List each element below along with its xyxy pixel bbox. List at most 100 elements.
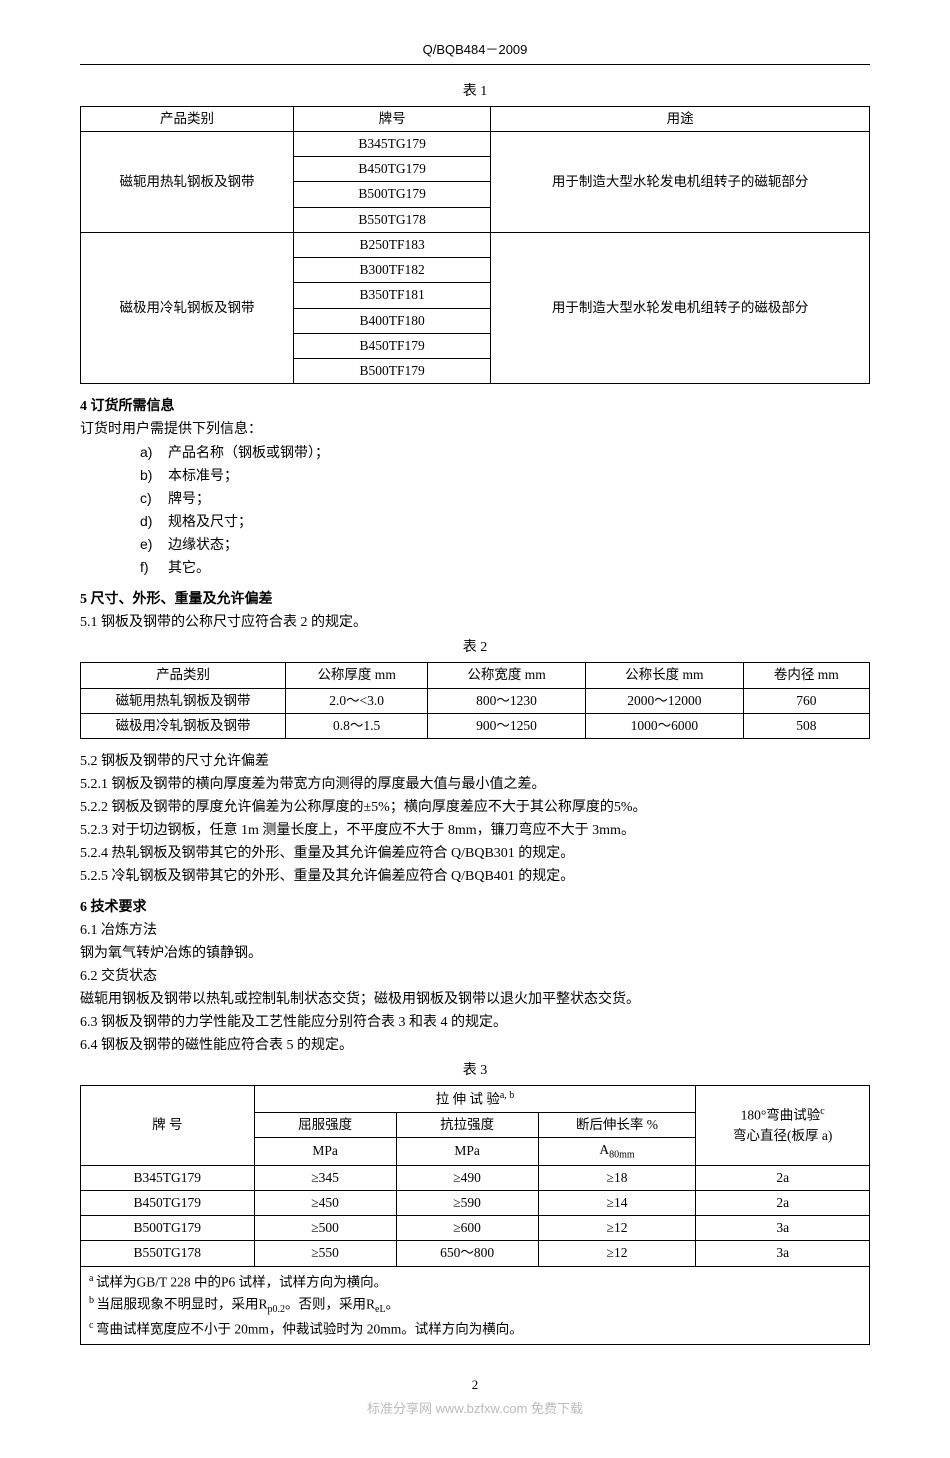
sec6-p63: 6.3 钢板及钢带的力学性能及工艺性能应分别符合表 3 和表 4 的规定。 (80, 1012, 870, 1033)
t3-nc: 弯曲试样宽度应不小于 20mm，仲裁试验时为 20mm。试样方向为横向。 (96, 1321, 523, 1336)
t3-h-tgroup-sup: a, b (500, 1090, 514, 1101)
t1-cat0: 磁轭用热轧钢板及钢带 (81, 131, 294, 232)
t3-h-a80-sub: 80mm (609, 1150, 635, 1161)
t3-h-tgroup: 拉 伸 试 验a, b (254, 1086, 696, 1113)
t3-r0c0: B345TG179 (81, 1165, 255, 1190)
sec4-list: a)产品名称（钢板或钢带）； b)本标准号； c)牌号； d)规格及尺寸； e)… (80, 442, 870, 579)
t1-use0: 用于制造大型水轮发电机组转子的磁轭部分 (491, 131, 870, 232)
sec4-item-f: f)其它。 (140, 557, 870, 579)
sec52-p522: 5.2.2 钢板及钢带的厚度允许偏差为公称厚度的±5%；横向厚度差应不大于其公称… (80, 797, 870, 818)
t1-g11: B300TF182 (294, 258, 491, 283)
t2-r1c3: 1000～6000 (585, 713, 743, 738)
t3-r1c3: ≥14 (538, 1190, 696, 1215)
t3-r2c4: 3a (696, 1216, 870, 1241)
t2-r1c0: 磁极用冷轧钢板及钢带 (81, 713, 286, 738)
t-d: 规格及尺寸； (168, 515, 252, 530)
t1-g02: B500TG179 (294, 182, 491, 207)
t1-h1: 牌号 (294, 106, 491, 131)
m-d: d) (140, 511, 168, 532)
table1-caption: 表 1 (80, 81, 870, 102)
t2-h3: 公称长度 mm (585, 663, 743, 688)
t1-cat1: 磁极用冷轧钢板及钢带 (81, 232, 294, 384)
t2-h0: 产品类别 (81, 663, 286, 688)
sec6-p62: 6.2 交货状态 (80, 966, 870, 987)
t3-r3c1: ≥550 (254, 1241, 396, 1266)
sec5-p51: 5.1 钢板及钢带的公称尺寸应符合表 2 的规定。 (80, 612, 870, 633)
sec52-p524: 5.2.4 热轧钢板及钢带其它的外形、重量及其允许偏差应符合 Q/BQB301 … (80, 843, 870, 864)
t3-h-mpa2: MPa (396, 1138, 538, 1166)
m-b: b) (140, 465, 168, 486)
t3-h-bend2: 弯心直径(板厚 a) (733, 1128, 832, 1143)
t3-h-tensile: 抗拉强度 (396, 1112, 538, 1137)
sec4-item-b: b)本标准号； (140, 465, 870, 487)
t2-h1: 公称厚度 mm (286, 663, 428, 688)
t3-h-a80: A80mm (538, 1138, 696, 1166)
t3-r1c4: 2a (696, 1190, 870, 1215)
t1-g13: B400TF180 (294, 308, 491, 333)
sec52-p52: 5.2 钢板及钢带的尺寸允许偏差 (80, 751, 870, 772)
t3-h-grade: 牌 号 (81, 1086, 255, 1166)
t3-nc-pre: c (89, 1320, 96, 1331)
sec52-p523: 5.2.3 对于切边钢板，任意 1m 测量长度上，不平度应不大于 8mm，镰刀弯… (80, 820, 870, 841)
table2-caption: 表 2 (80, 637, 870, 658)
t3-h-a80-a: A (599, 1142, 609, 1157)
t3-nb: 当屈服现象不明显时，采用R (97, 1296, 268, 1311)
sec4-intro: 订货时用户需提供下列信息： (80, 419, 870, 440)
t3-nb-end: 。 (386, 1296, 400, 1311)
footer-share: 标准分享网 www.bzfxw.com 免费下载 (80, 1399, 870, 1419)
sec6-p61b: 钢为氧气转炉冶炼的镇静钢。 (80, 943, 870, 964)
t3-nb-pre: b (89, 1295, 97, 1306)
t3-na: 试样为GB/T 228 中的P6 试样，试样方向为横向。 (96, 1274, 387, 1289)
t-a: 产品名称（钢板或钢带）； (168, 446, 329, 461)
m-a: a) (140, 442, 168, 463)
table3: 牌 号 拉 伸 试 验a, b 180°弯曲试验c弯心直径(板厚 a) 屈服强度… (80, 1085, 870, 1345)
t3-r2c3: ≥12 (538, 1216, 696, 1241)
t3-r3c2: 650～800 (396, 1241, 538, 1266)
t3-r2c1: ≥500 (254, 1216, 396, 1241)
t2-r0c4: 760 (743, 688, 869, 713)
t-b: 本标准号； (168, 469, 238, 484)
t1-h0: 产品类别 (81, 106, 294, 131)
t3-h-bend-sup: c (820, 1106, 824, 1117)
t3-h-bend-t: 180°弯曲试验 (741, 1108, 821, 1123)
t3-nb-mid: 。否则，采用R (285, 1296, 375, 1311)
sec4-item-d: d)规格及尺寸； (140, 511, 870, 533)
t3-r3c4: 3a (696, 1241, 870, 1266)
t3-r1c1: ≥450 (254, 1190, 396, 1215)
t3-h-bend: 180°弯曲试验c 弯心直径(板厚 a) (696, 1086, 870, 1166)
sec52-p525: 5.2.5 冷轧钢板及钢带其它的外形、重量及其允许偏差应符合 Q/BQB401 … (80, 866, 870, 887)
t1-g12: B350TF181 (294, 283, 491, 308)
table3-caption: 表 3 (80, 1060, 870, 1081)
t3-nb-s2: eL (375, 1304, 386, 1315)
t-f: 其它。 (168, 561, 210, 576)
sec5-title: 5 尺寸、外形、重量及允许偏差 (80, 589, 870, 610)
table1: 产品类别 牌号 用途 磁轭用热轧钢板及钢带 B345TG179 用于制造大型水轮… (80, 106, 870, 385)
sec4-item-e: e)边缘状态； (140, 534, 870, 556)
t2-h4: 卷内径 mm (743, 663, 869, 688)
t-e: 边缘状态； (168, 538, 238, 553)
t-c: 牌号； (168, 492, 210, 507)
t3-r3c0: B550TG178 (81, 1241, 255, 1266)
t2-r0c1: 2.0～<3.0 (286, 688, 428, 713)
t3-h-mpa1: MPa (254, 1138, 396, 1166)
t1-h2: 用途 (491, 106, 870, 131)
m-f: f) (140, 557, 168, 578)
t3-notes: a 试样为GB/T 228 中的P6 试样，试样方向为横向。 b 当屈服现象不明… (81, 1266, 870, 1344)
t3-r0c1: ≥345 (254, 1165, 396, 1190)
t3-h-tgroup-t: 拉 伸 试 验 (436, 1092, 500, 1107)
t3-r0c4: 2a (696, 1165, 870, 1190)
t3-r1c2: ≥590 (396, 1190, 538, 1215)
t2-r0c3: 2000～12000 (585, 688, 743, 713)
sec4-item-c: c)牌号； (140, 488, 870, 510)
t2-h2: 公称宽度 mm (428, 663, 586, 688)
t3-r3c3: ≥12 (538, 1241, 696, 1266)
t2-r1c1: 0.8～1.5 (286, 713, 428, 738)
t3-h-elong: 断后伸长率 % (538, 1112, 696, 1137)
t3-r0c2: ≥490 (396, 1165, 538, 1190)
t1-g14: B450TF179 (294, 333, 491, 358)
sec4-item-a: a)产品名称（钢板或钢带）； (140, 442, 870, 464)
t3-nb-s1: p0.2 (268, 1304, 286, 1315)
t3-r1c0: B450TG179 (81, 1190, 255, 1215)
table2: 产品类别 公称厚度 mm 公称宽度 mm 公称长度 mm 卷内径 mm 磁轭用热… (80, 662, 870, 739)
t1-g15: B500TF179 (294, 359, 491, 384)
